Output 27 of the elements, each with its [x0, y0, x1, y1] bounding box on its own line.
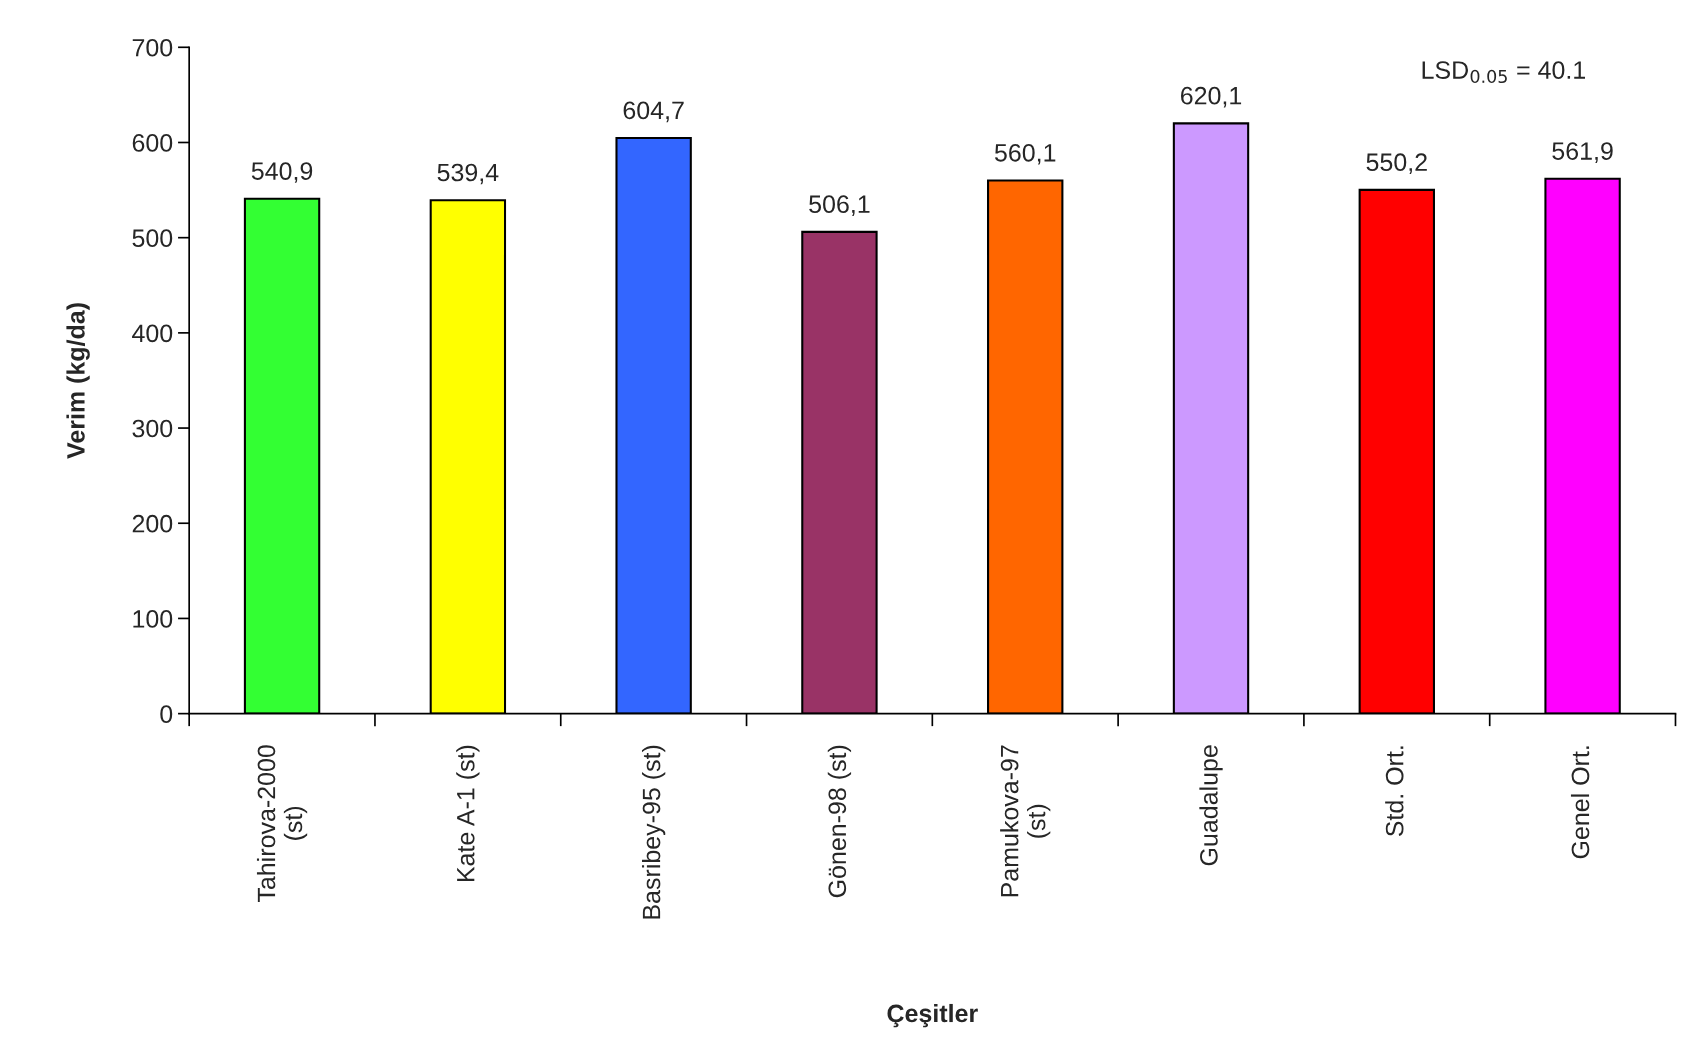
y-tick-label: 100 — [133, 610, 173, 628]
y-tick-label: 0 — [160, 705, 173, 723]
x-tick-label: Tahirova-2000 (st) — [256, 745, 308, 903]
data-label: 506,1 — [809, 195, 870, 216]
data-label: 620,1 — [1181, 86, 1242, 108]
annotation: LSD$_{0.05}$ = 40.1 — [1422, 61, 1586, 84]
y-tick-label: 200 — [132, 514, 173, 533]
y-tick-label: 300 — [132, 419, 173, 438]
x-axis-title: Çeşitler — [887, 1003, 978, 1028]
y-tick-label: 400 — [132, 324, 173, 343]
data-label: 540,9 — [251, 162, 313, 183]
x-tick-label: Guadalupe — [1199, 745, 1223, 866]
y-tick-label: 500 — [132, 229, 173, 247]
x-tick-label: Basribey-95 (st) — [641, 745, 666, 919]
x-tick-label: Pamukova-97 (st) — [1000, 745, 1051, 897]
x-tick-label: Genel Ort. — [1570, 746, 1590, 859]
x-tick-label: Std. Ort. — [1385, 746, 1404, 837]
data-label: 604,7 — [623, 101, 684, 123]
data-label: 561,9 — [1552, 142, 1613, 163]
x-tick-label: Kate A-1 (st) — [456, 745, 480, 882]
data-label: 560,1 — [994, 143, 1056, 165]
y-tick-label: 700 — [132, 38, 173, 57]
y-axis-title: Verim (kg/da) — [66, 303, 90, 459]
y-tick-label: 600 — [132, 134, 173, 152]
x-tick-label: Gönen-98 (st) — [827, 745, 852, 898]
data-label: 550,2 — [1366, 153, 1427, 175]
data-label: 539,4 — [437, 163, 499, 185]
